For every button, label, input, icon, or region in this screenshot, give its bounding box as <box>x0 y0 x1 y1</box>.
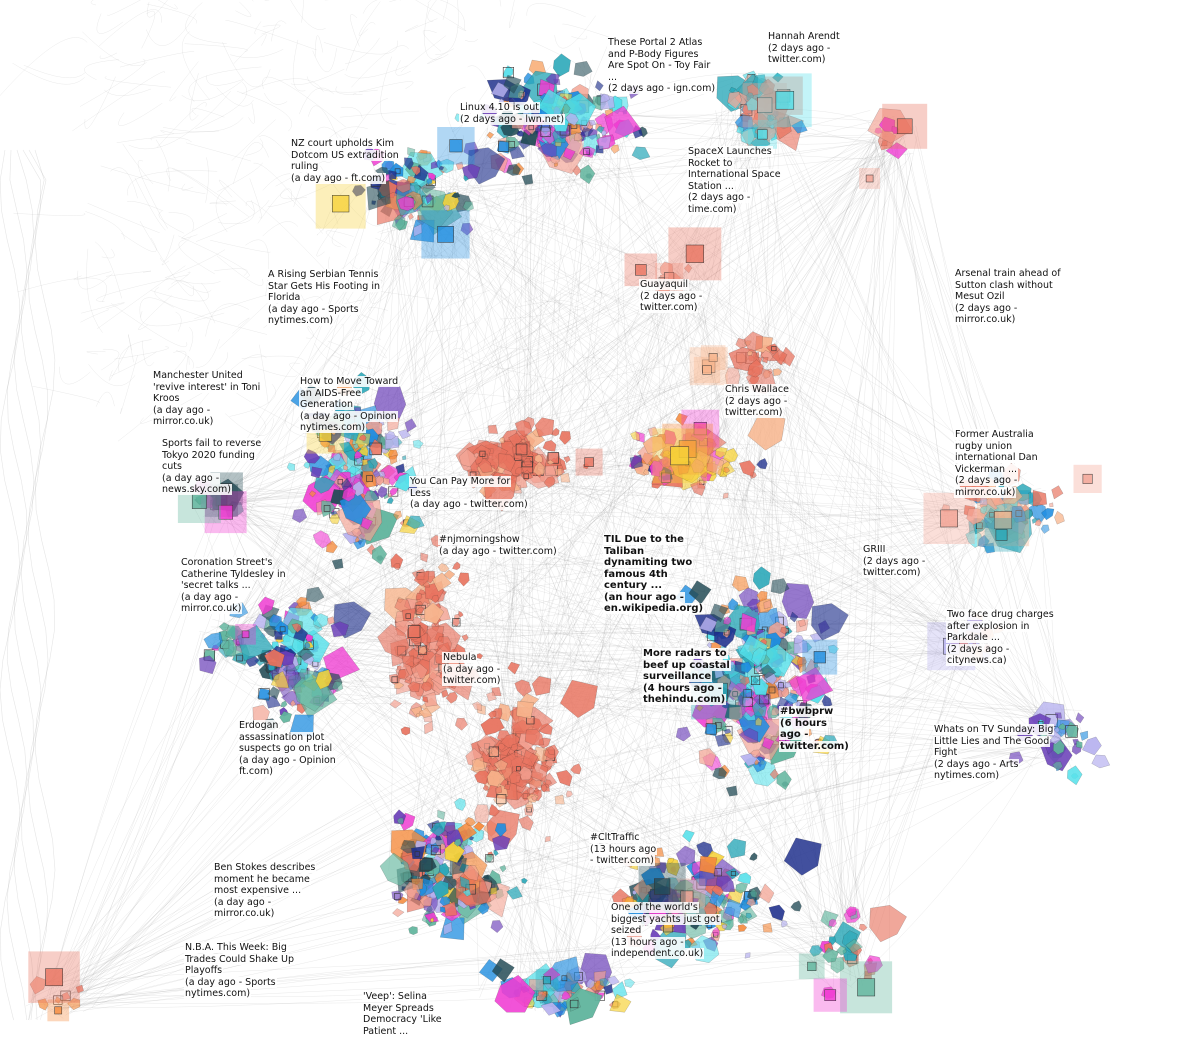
story-label-stokes[interactable]: Ben Stokes describes moment he became mo… <box>213 862 323 920</box>
story-title: GRIII <box>862 544 887 555</box>
story-label-nba[interactable]: N.B.A. This Week: Big Trades Could Shake… <box>184 942 309 1000</box>
story-meta: (2 days ago - twitter.com) <box>767 42 832 65</box>
story-label-griii[interactable]: GRIII (2 days ago - twitter.com) <box>862 544 932 579</box>
story-meta: (2 days ago - Arts nytimes.com) <box>933 758 1020 781</box>
story-label-erdogan[interactable]: Erdogan assassination plot suspects go o… <box>238 720 338 778</box>
story-label-nebula[interactable]: Nebula (a day ago - twitter.com) <box>442 652 502 687</box>
story-title: Coronation Street's Catherine Tyldesley … <box>180 557 287 591</box>
story-meta: (a day ago - Opinion ft.com) <box>238 754 337 777</box>
story-label-taliban[interactable]: TIL Due to the Taliban dynamiting two fa… <box>603 534 708 615</box>
story-label-radars[interactable]: More radars to beef up coastal surveilla… <box>642 648 754 706</box>
story-meta: (a day ago - ft.com) <box>290 172 387 184</box>
story-meta: (13 hours ago - independent.co.uk) <box>610 936 705 959</box>
story-label-bigtv[interactable]: Whats on TV Sunday: Big Little Lies and … <box>933 724 1058 782</box>
story-meta: (2 days ago - citynews.ca) <box>946 643 1011 666</box>
story-title: Arsenal train ahead of Sutton clash with… <box>954 268 1062 302</box>
story-label-spacex[interactable]: SpaceX Launches Rocket to International … <box>687 146 787 215</box>
story-label-arendt[interactable]: Hannah Arendt (2 days ago - twitter.com) <box>767 31 887 66</box>
story-meta: (a day ago - mirror.co.uk) <box>213 896 276 919</box>
story-title: Chris Wallace <box>724 384 790 395</box>
story-title: SpaceX Launches Rocket to International … <box>687 146 782 192</box>
story-meta: (13 hours ago - twitter.com) <box>589 843 658 866</box>
story-meta: (a day ago - Sports nytimes.com) <box>267 303 360 326</box>
story-title: TIL Due to the Taliban dynamiting two fa… <box>603 534 694 591</box>
story-meta: (2 days ago - lwn.net) <box>459 113 566 125</box>
story-meta: (4 hours ago - thehindu.com) <box>642 682 727 705</box>
story-label-guayaquil[interactable]: Guayaquil (2 days ago - twitter.com) <box>639 279 759 314</box>
story-title: Linux 4.10 is out <box>459 102 540 113</box>
story-title: Former Australia rugby union internation… <box>954 429 1039 475</box>
story-title: Sports fail to reverse Tokyo 2020 fundin… <box>161 438 263 472</box>
story-meta: (a day ago - Sports nytimes.com) <box>184 976 277 999</box>
story-meta: (2 days ago - ign.com) <box>607 83 717 94</box>
story-title: NZ court upholds Kim Dotcom US extraditi… <box>290 138 400 172</box>
story-meta: (2 days ago - twitter.com) <box>724 395 789 418</box>
story-title: How to Move Toward an AIDS-Free Generati… <box>299 376 400 410</box>
story-title: One of the world's biggest yachts just g… <box>610 902 721 936</box>
story-label-kimdotcom[interactable]: NZ court upholds Kim Dotcom US extraditi… <box>290 138 415 184</box>
story-title: #CltTraffic <box>589 832 641 843</box>
story-label-veep[interactable]: 'Veep': Selina Meyer Spreads Democracy '… <box>362 991 452 1037</box>
story-title: Ben Stokes describes moment he became mo… <box>213 862 317 896</box>
story-meta: (a day ago - twitter.com) <box>409 499 529 510</box>
story-title: 'Veep': Selina Meyer Spreads Democracy '… <box>362 991 443 1037</box>
story-title: Erdogan assassination plot suspects go o… <box>238 720 334 754</box>
story-title: More radars to beef up coastal surveilla… <box>642 648 731 682</box>
story-meta: (2 days ago - time.com) <box>687 192 752 215</box>
story-title: You Can Pay More for Less <box>409 476 512 499</box>
story-meta: (a day ago - Opinion nytimes.com) <box>299 410 398 433</box>
story-label-serbian[interactable]: A Rising Serbian Tennis Star Gets His Fo… <box>267 269 382 327</box>
story-meta: (a day ago - mirror.co.uk) <box>152 404 215 427</box>
story-title: N.B.A. This Week: Big Trades Could Shake… <box>184 942 296 976</box>
story-label-arsenal[interactable]: Arsenal train ahead of Sutton clash with… <box>954 268 1079 326</box>
story-label-paymore[interactable]: You Can Pay More for Less (a day ago - t… <box>409 476 534 511</box>
story-title: Two face drug charges after explosion in… <box>946 609 1055 643</box>
story-label-tokyo[interactable]: Sports fail to reverse Tokyo 2020 fundin… <box>161 438 271 496</box>
story-meta: (2 days ago - mirror.co.uk) <box>954 302 1019 325</box>
story-title: Guayaquil <box>639 279 689 290</box>
story-label-tyldesley[interactable]: Coronation Street's Catherine Tyldesley … <box>180 557 295 615</box>
story-label-aids[interactable]: How to Move Toward an AIDS-Free Generati… <box>299 376 411 434</box>
story-title: Nebula <box>442 652 478 663</box>
story-meta: (2 days ago - twitter.com) <box>639 290 704 313</box>
article-clusters <box>28 53 1111 1025</box>
story-meta: (a day ago - news.sky.com) <box>161 472 233 495</box>
story-title: #bwbprw <box>779 706 835 717</box>
story-meta: (6 hours ago - twitter.com) <box>779 717 850 752</box>
story-label-kroos[interactable]: Manchester United 'revive interest' in T… <box>152 370 267 428</box>
story-label-parkdale[interactable]: Two face drug charges after explosion in… <box>946 609 1071 667</box>
story-meta: (a day ago - twitter.com) <box>438 545 558 557</box>
story-title: Whats on TV Sunday: Big Little Lies and … <box>933 724 1055 758</box>
story-label-yacht[interactable]: One of the world's biggest yachts just g… <box>610 902 721 960</box>
story-label-vickerman[interactable]: Former Australia rugby union internation… <box>954 429 1064 498</box>
story-label-njmorning[interactable]: #njmorningshow (a day ago - twitter.com) <box>438 534 558 557</box>
story-meta: (a day ago - mirror.co.uk) <box>180 591 243 614</box>
story-label-portal2[interactable]: These Portal 2 Atlas and P-Body Figures … <box>607 37 717 95</box>
story-label-linux[interactable]: Linux 4.10 is out (2 days ago - lwn.net) <box>459 102 569 125</box>
story-title: #njmorningshow <box>438 534 521 545</box>
story-meta: (a day ago - twitter.com) <box>442 663 502 686</box>
story-meta: (2 days ago - mirror.co.uk) <box>954 475 1019 498</box>
story-label-citraffic[interactable]: #CltTraffic (13 hours ago - twitter.com) <box>589 832 658 867</box>
story-title: These Portal 2 Atlas and P-Body Figures … <box>607 37 712 83</box>
story-meta: (an hour ago - en.wikipedia.org) <box>603 591 705 614</box>
story-label-bwbprw[interactable]: #bwbprw (6 hours ago - twitter.com) <box>779 706 850 752</box>
story-meta: (2 days ago - twitter.com) <box>862 555 927 578</box>
story-label-wallace[interactable]: Chris Wallace (2 days ago - twitter.com) <box>724 384 844 419</box>
story-title: A Rising Serbian Tennis Star Gets His Fo… <box>267 269 382 303</box>
story-title: Manchester United 'revive interest' in T… <box>152 370 262 404</box>
story-title: Hannah Arendt <box>767 31 841 42</box>
